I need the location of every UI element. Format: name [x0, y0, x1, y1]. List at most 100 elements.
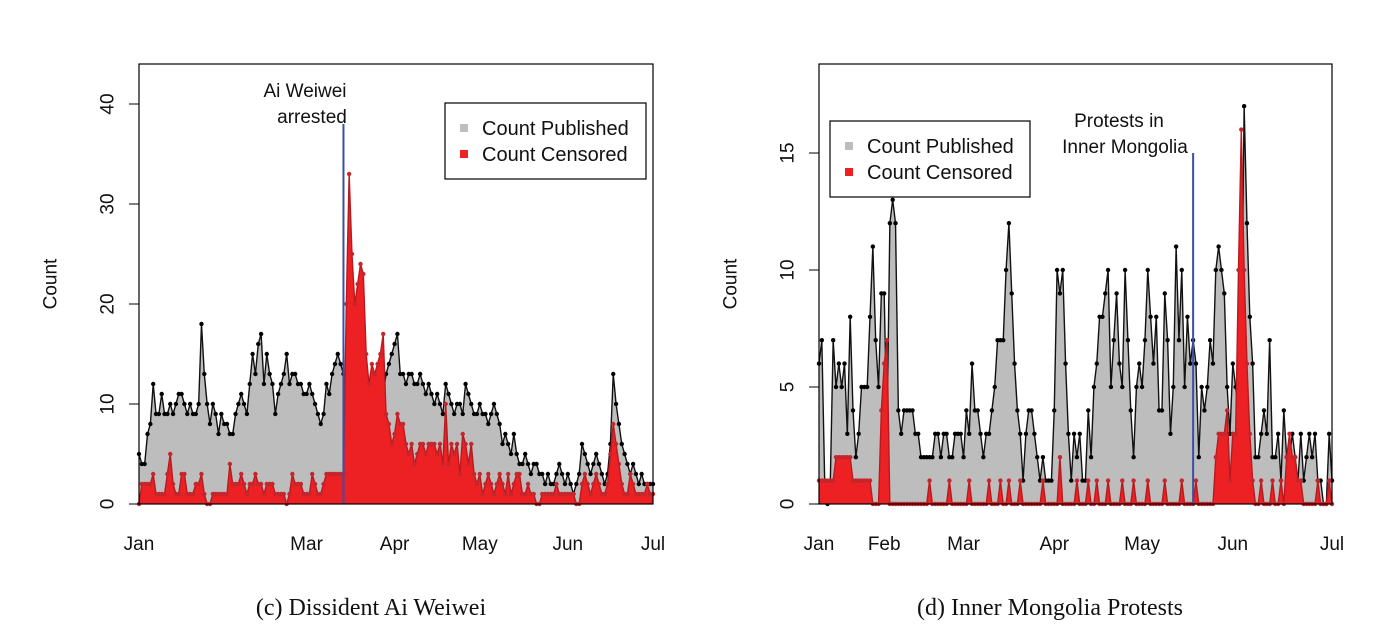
data-point-0-176 — [636, 481, 641, 487]
y-tick-label: 10 — [778, 259, 799, 280]
data-point-0-127 — [497, 421, 502, 427]
data-point-1-148 — [1236, 267, 1241, 273]
data-point-0-156 — [1258, 431, 1264, 436]
data-point-0-171 — [622, 451, 627, 457]
data-point-0-162 — [1275, 431, 1281, 436]
x-tick-label: Jun — [552, 534, 583, 555]
data-point-1-22 — [199, 471, 204, 477]
data-point-0-103 — [1108, 384, 1114, 390]
data-point-0-119 — [474, 411, 480, 417]
data-point-0-93 — [400, 371, 406, 377]
data-point-0-1 — [819, 338, 825, 343]
data-point-1-143 — [1222, 431, 1227, 436]
data-point-0-84 — [1054, 267, 1060, 273]
data-point-0-22 — [199, 321, 204, 327]
data-point-0-141 — [1216, 244, 1221, 249]
data-point-0-66 — [1003, 267, 1009, 273]
data-point-0-125 — [491, 401, 497, 407]
data-point-1-147 — [1233, 431, 1238, 436]
data-point-0-50 — [278, 381, 284, 387]
y-axis-label: Count — [721, 258, 742, 309]
data-point-1-5 — [830, 478, 836, 483]
data-point-0-111 — [452, 411, 457, 417]
data-point-1-176 — [1315, 478, 1321, 483]
data-point-1-57 — [298, 481, 304, 487]
data-point-0-122 — [1162, 291, 1167, 296]
data-point-1-95 — [406, 451, 411, 457]
data-point-0-64 — [318, 421, 323, 427]
data-point-0-42 — [256, 341, 261, 347]
data-point-0-163 — [599, 471, 605, 477]
legend-swatch — [845, 168, 853, 176]
data-point-0-101 — [423, 391, 429, 397]
data-point-1-104 — [432, 441, 437, 447]
data-point-1-64 — [998, 478, 1003, 483]
annotation-label: Protests in — [1074, 111, 1164, 132]
data-point-1-89 — [389, 441, 394, 447]
data-point-1-62 — [312, 481, 318, 487]
data-point-1-79 — [1040, 478, 1046, 483]
data-point-1-87 — [383, 411, 389, 417]
data-point-1-114 — [460, 431, 465, 437]
data-point-0-130 — [1185, 314, 1190, 319]
data-point-1-79 — [361, 271, 366, 277]
data-point-0-140 — [1213, 267, 1219, 273]
data-point-1-10 — [165, 471, 170, 477]
data-point-0-113 — [1137, 361, 1142, 366]
data-point-1-110 — [449, 441, 454, 447]
data-point-1-174 — [630, 481, 636, 487]
data-point-0-177 — [639, 471, 644, 477]
data-point-0-36 — [239, 391, 244, 397]
data-point-1-53 — [287, 491, 292, 497]
data-point-1-95 — [1086, 478, 1091, 483]
data-point-0-124 — [488, 411, 494, 417]
data-point-1-23 — [881, 361, 887, 366]
data-point-1-64 — [318, 491, 323, 497]
data-point-1-109 — [446, 461, 451, 467]
data-point-1-100 — [420, 441, 426, 447]
data-point-0-116 — [466, 391, 471, 397]
data-point-0-175 — [1312, 431, 1318, 436]
data-point-0-156 — [579, 441, 585, 447]
data-point-1-88 — [386, 421, 392, 427]
data-point-0-92 — [1077, 431, 1082, 436]
legend: Count Published Count Censored — [444, 102, 647, 180]
data-point-1-60 — [307, 491, 312, 497]
data-point-0-62 — [312, 401, 318, 407]
data-point-0-133 — [1193, 361, 1199, 366]
data-point-0-170 — [1298, 431, 1304, 436]
data-point-1-22 — [879, 408, 884, 413]
data-point-0-146 — [1230, 361, 1236, 366]
data-point-1-164 — [602, 491, 607, 497]
data-point-1-19 — [190, 491, 196, 497]
data-point-0-167 — [611, 371, 616, 377]
data-point-0-53 — [287, 381, 292, 387]
data-point-0-155 — [1256, 455, 1261, 460]
data-point-1-105 — [434, 451, 440, 457]
data-point-0-151 — [565, 471, 571, 477]
data-point-0-70 — [335, 351, 340, 357]
data-point-0-136 — [1202, 408, 1207, 413]
data-point-0-13 — [173, 401, 179, 407]
data-point-1-172 — [625, 491, 630, 497]
data-point-0-135 — [520, 461, 525, 467]
data-point-0-26 — [210, 401, 216, 407]
data-point-0-39 — [247, 381, 252, 387]
legend-label: Count Published — [482, 118, 629, 140]
data-point-0-170 — [619, 441, 624, 447]
x-tick-label: Jan — [804, 534, 835, 555]
data-point-1-128 — [1179, 478, 1184, 483]
data-point-0-126 — [1173, 244, 1179, 249]
data-point-0-14 — [856, 431, 861, 436]
data-point-1-149 — [1239, 127, 1244, 132]
data-point-1-101 — [423, 451, 429, 457]
data-point-1-54 — [290, 471, 295, 477]
data-point-0-131 — [1188, 361, 1193, 366]
chart-panel-c: Ai Weiwei arrested 0 10 20 30 40 Count Jan Mar Apr… — [41, 63, 665, 621]
data-point-0-129 — [503, 431, 508, 437]
data-point-1-98 — [415, 451, 420, 457]
data-point-0-47 — [950, 455, 955, 460]
x-tick-label: Mar — [947, 534, 980, 555]
data-point-0-144 — [1224, 384, 1230, 390]
